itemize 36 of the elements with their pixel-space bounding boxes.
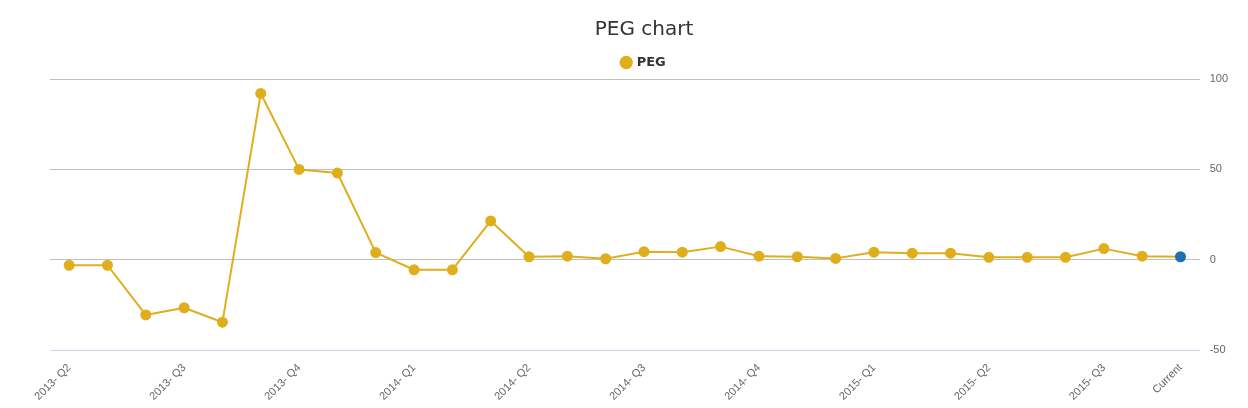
point <box>140 309 152 321</box>
point <box>753 250 765 262</box>
point <box>906 247 918 259</box>
point <box>600 253 612 265</box>
point <box>868 246 880 258</box>
point <box>791 251 803 263</box>
point <box>561 250 573 262</box>
point <box>370 247 382 259</box>
y-tick-label: 0 <box>1209 252 1216 265</box>
y-tick-label: 50 <box>1209 162 1222 175</box>
point <box>63 259 75 271</box>
point <box>1098 243 1110 255</box>
point <box>715 241 727 253</box>
point <box>638 246 650 258</box>
point <box>676 246 688 258</box>
point <box>255 87 267 99</box>
point <box>523 251 535 263</box>
point <box>1136 250 1148 262</box>
point <box>1174 251 1186 263</box>
point <box>293 163 305 175</box>
point <box>830 252 842 264</box>
legend-label: PEG <box>636 53 666 69</box>
point <box>178 302 190 314</box>
point <box>408 264 420 276</box>
y-tick-label: 100 <box>1209 72 1229 85</box>
point <box>216 316 228 328</box>
y-tick-label: -50 <box>1209 343 1226 356</box>
point <box>485 215 497 227</box>
point <box>331 167 343 179</box>
point <box>101 259 113 271</box>
point <box>983 251 995 263</box>
point <box>1021 251 1033 263</box>
point <box>446 264 458 276</box>
chart-title: PEG chart <box>594 16 694 41</box>
point <box>945 247 957 259</box>
point <box>1060 251 1072 263</box>
